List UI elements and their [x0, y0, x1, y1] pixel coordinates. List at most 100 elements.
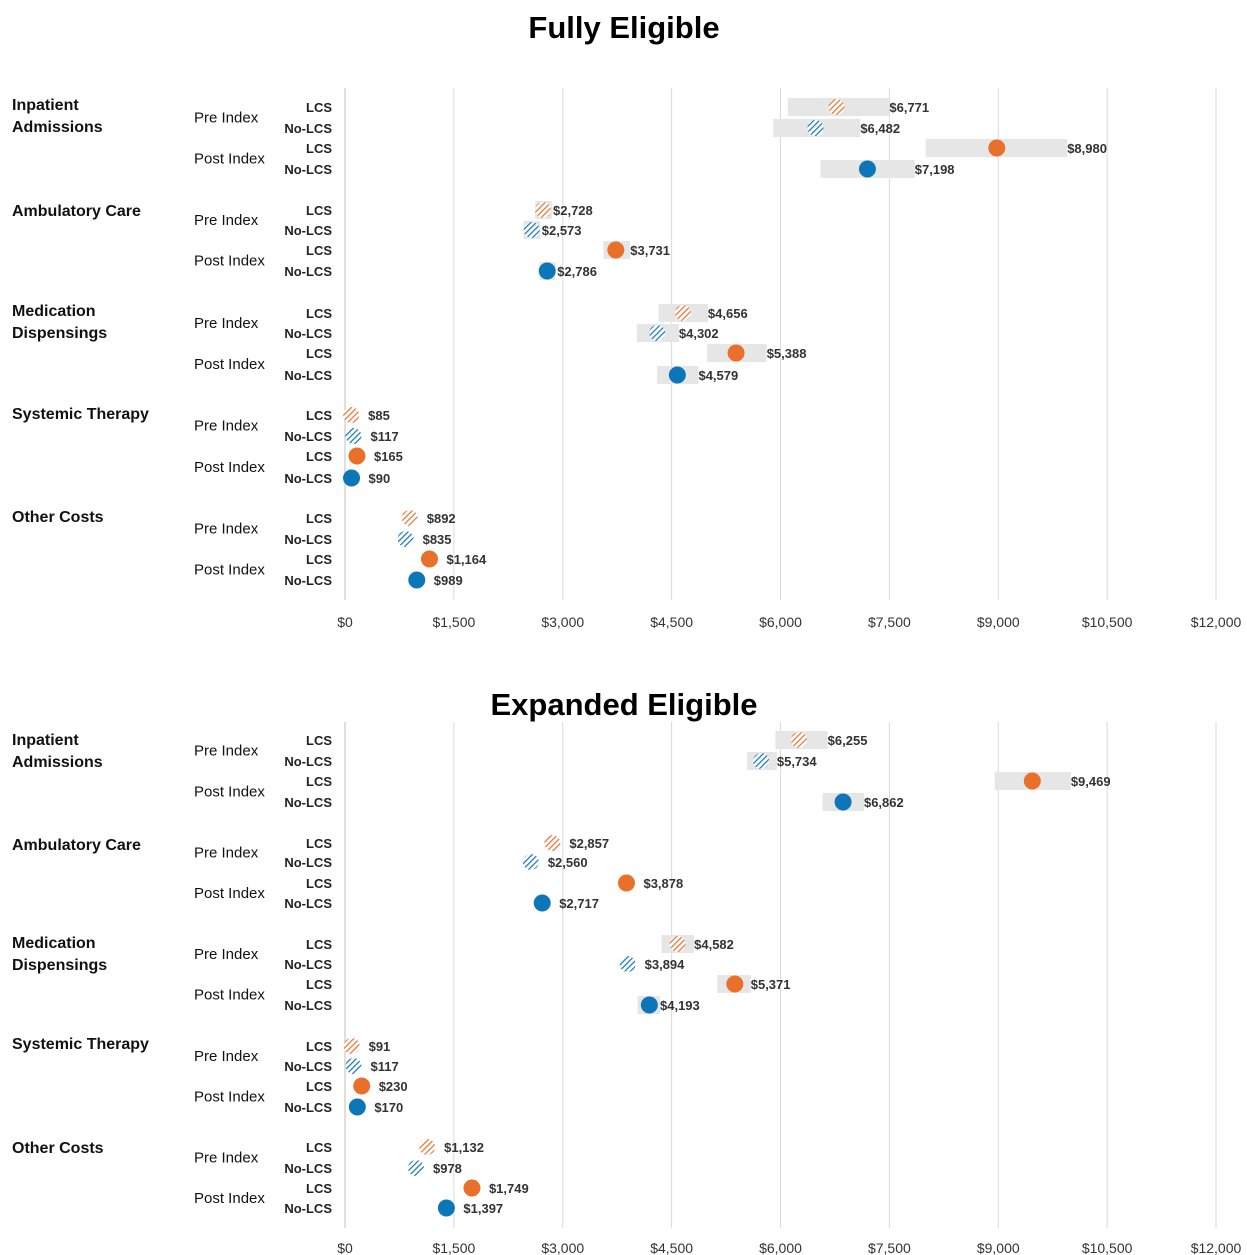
data-point: [408, 571, 426, 589]
group-label: LCS: [306, 100, 332, 115]
x-tick-label: $10,500: [1082, 614, 1133, 630]
data-label: $1,132: [444, 1140, 484, 1155]
data-label: $8,980: [1067, 141, 1107, 156]
x-tick-label: $12,000: [1191, 614, 1242, 630]
data-label: $9,469: [1071, 774, 1111, 789]
category-label: Admissions: [12, 754, 103, 771]
group-label: LCS: [306, 1039, 332, 1054]
period-label: Post Index: [194, 1089, 265, 1106]
group-label: LCS: [306, 1181, 332, 1196]
group-label: No-LCS: [284, 121, 332, 136]
data-label: $85: [368, 408, 390, 423]
data-label: $170: [374, 1100, 403, 1115]
period-label: Pre Index: [194, 743, 259, 760]
data-point: [523, 222, 540, 238]
data-label: $892: [427, 511, 456, 526]
data-point: [640, 996, 658, 1014]
data-point: [834, 793, 852, 811]
data-label: $2,857: [569, 836, 609, 851]
data-point: [544, 835, 561, 851]
x-tick-label: $10,500: [1082, 1240, 1133, 1255]
period-label: Pre Index: [194, 110, 259, 127]
period-label: Pre Index: [194, 418, 259, 435]
data-label: $3,894: [645, 957, 686, 972]
period-label: Post Index: [194, 356, 265, 373]
data-point: [619, 956, 636, 972]
x-tick-label: $9,000: [977, 614, 1020, 630]
data-label: $90: [369, 471, 391, 486]
data-label: $4,193: [660, 998, 700, 1013]
data-label: $2,786: [557, 264, 597, 279]
data-point: [419, 1139, 436, 1155]
data-point: [1023, 772, 1041, 790]
period-label: Pre Index: [194, 315, 259, 332]
group-label: LCS: [306, 774, 332, 789]
data-label: $5,371: [751, 977, 791, 992]
x-tick-label: $4,500: [650, 614, 693, 630]
x-tick-label: $1,500: [432, 1240, 475, 1255]
group-label: No-LCS: [284, 1059, 332, 1074]
data-label: $2,573: [542, 223, 582, 238]
group-label: LCS: [306, 243, 332, 258]
data-label: $2,717: [559, 896, 599, 911]
x-tick-label: $4,500: [650, 1240, 693, 1255]
group-label: LCS: [306, 977, 332, 992]
data-label: $4,579: [698, 368, 738, 383]
data-point: [348, 1098, 366, 1116]
data-label: $4,582: [694, 937, 734, 952]
x-tick-label: $0: [337, 614, 353, 630]
group-label: LCS: [306, 203, 332, 218]
category-label: Dispensings: [12, 325, 107, 342]
group-label: No-LCS: [284, 326, 332, 341]
category-label: Medication: [12, 303, 96, 320]
group-label: LCS: [306, 733, 332, 748]
period-label: Pre Index: [194, 1150, 259, 1167]
period-label: Pre Index: [194, 521, 259, 538]
category-label: Inpatient: [12, 97, 79, 114]
data-point: [535, 202, 552, 218]
data-label: $165: [374, 449, 403, 464]
group-label: No-LCS: [284, 1161, 332, 1176]
data-label: $230: [379, 1079, 408, 1094]
data-point: [858, 160, 876, 178]
period-label: Post Index: [194, 459, 265, 476]
data-point: [669, 936, 686, 952]
group-label: No-LCS: [284, 795, 332, 810]
chart-panel-1: Fully Eligible $0 $1,500 $3,000 $4,500 $6,000…: [12, 10, 1242, 630]
group-label: No-LCS: [284, 855, 332, 870]
data-label: $3,731: [630, 243, 670, 258]
group-label: LCS: [306, 449, 332, 464]
data-point: [807, 120, 824, 136]
category-label: Systemic Therapy: [12, 1036, 149, 1053]
chart-title: Expanded Eligible: [491, 687, 758, 722]
x-tick-label: $1,500: [432, 614, 475, 630]
data-point: [791, 732, 808, 748]
group-label: LCS: [306, 511, 332, 526]
period-label: Post Index: [194, 784, 265, 801]
x-tick-label: $9,000: [977, 1240, 1020, 1255]
data-point: [343, 407, 360, 423]
group-label: LCS: [306, 937, 332, 952]
group-label: LCS: [306, 141, 332, 156]
x-tick-label: $3,000: [541, 614, 584, 630]
group-label: No-LCS: [284, 1201, 332, 1216]
chart-title: Fully Eligible: [528, 10, 719, 45]
data-point: [988, 139, 1006, 157]
group-label: LCS: [306, 1140, 332, 1155]
category-label: Admissions: [12, 119, 103, 136]
period-label: Post Index: [194, 987, 265, 1004]
data-point: [668, 366, 686, 384]
data-point: [522, 854, 539, 870]
group-label: LCS: [306, 1079, 332, 1094]
data-point: [407, 1160, 424, 1176]
data-point: [753, 753, 770, 769]
x-tick-label: $7,500: [868, 1240, 911, 1255]
data-point: [607, 241, 625, 259]
data-point: [397, 531, 414, 547]
data-label: $6,482: [860, 121, 900, 136]
data-point: [726, 975, 744, 993]
category-label: Other Costs: [12, 509, 104, 526]
data-point: [345, 1058, 362, 1074]
group-label: LCS: [306, 552, 332, 567]
group-label: No-LCS: [284, 957, 332, 972]
